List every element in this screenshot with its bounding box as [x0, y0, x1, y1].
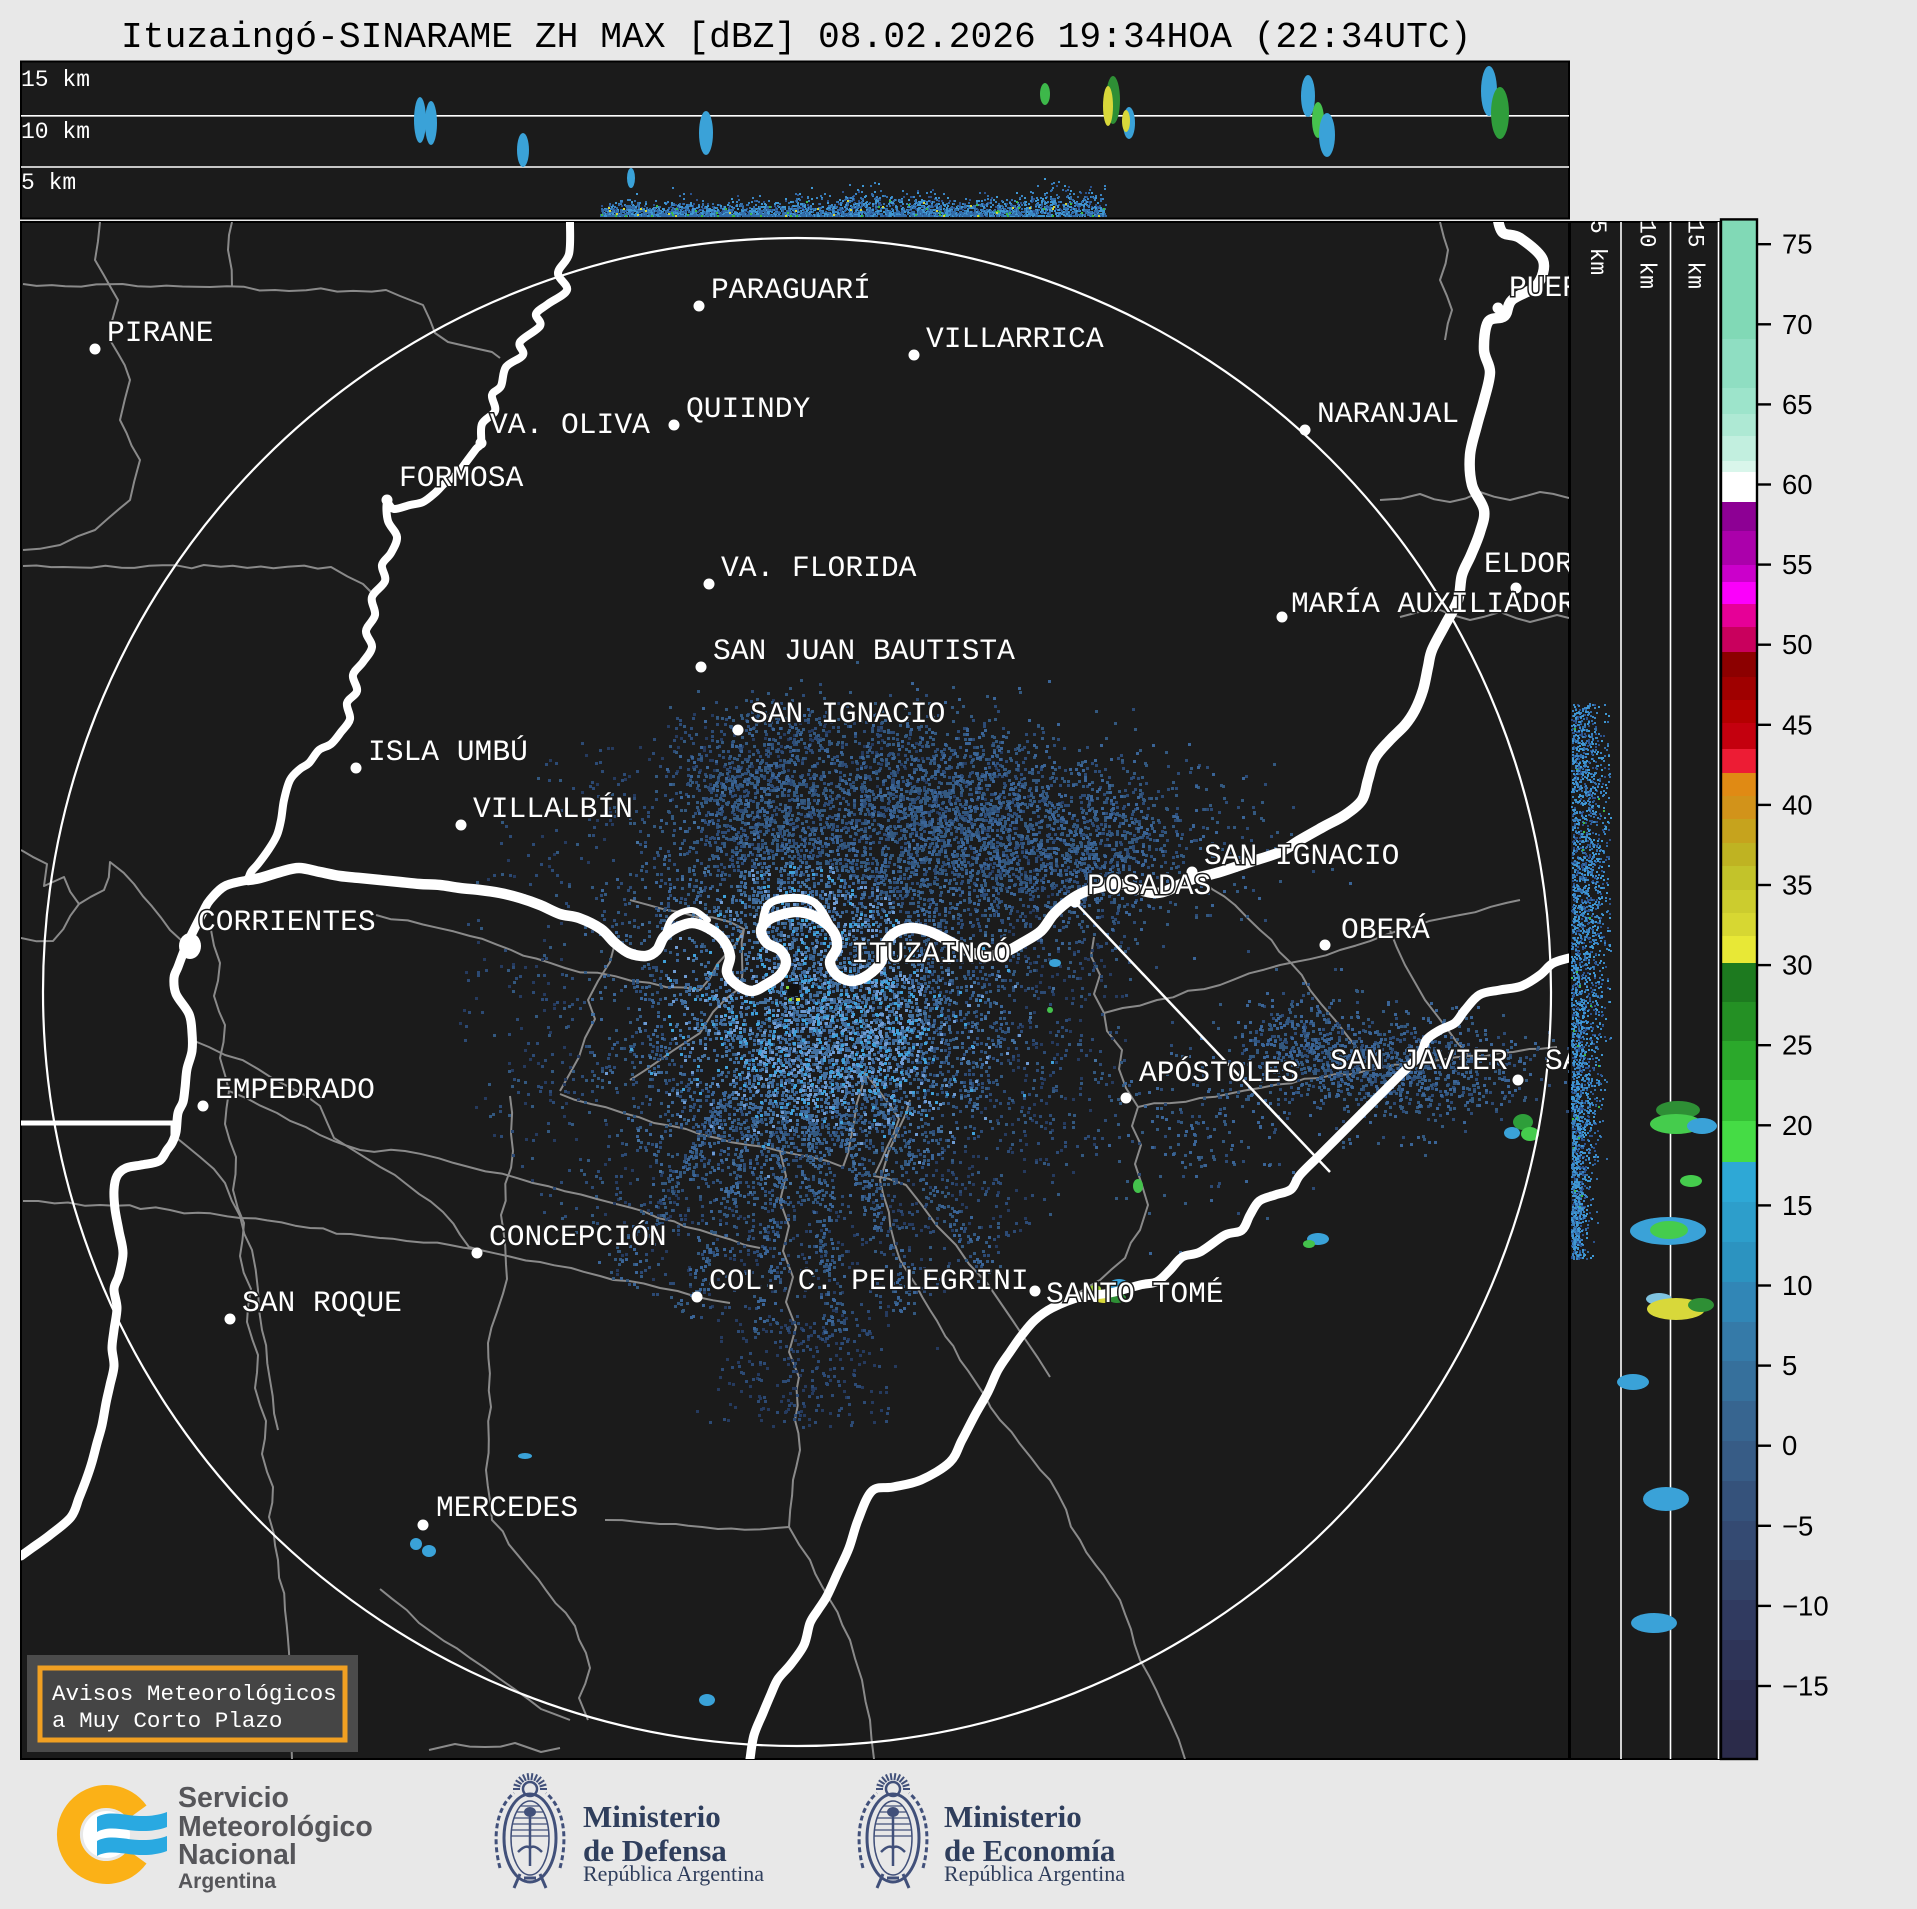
svg-text:VA. OLIVA: VA. OLIVA [490, 408, 650, 442]
svg-text:ITUZAINGÓ: ITUZAINGÓ [851, 937, 1011, 971]
svg-text:SAN IGNACIO: SAN IGNACIO [750, 697, 945, 731]
svg-text:30: 30 [1782, 950, 1813, 981]
svg-text:Avisos Meteorológicos: Avisos Meteorológicos [52, 1681, 337, 1707]
svg-text:15 km: 15 km [1682, 220, 1708, 289]
svg-text:Ministerio: Ministerio [944, 1799, 1082, 1834]
svg-text:45: 45 [1782, 709, 1813, 740]
svg-text:FORMOSA: FORMOSA [399, 461, 524, 495]
svg-text:Meteorológico: Meteorológico [178, 1811, 373, 1843]
svg-text:−15: −15 [1782, 1671, 1829, 1702]
svg-text:25: 25 [1782, 1030, 1813, 1061]
svg-text:MARÍA AUXILIADORA: MARÍA AUXILIADORA [1291, 587, 1593, 621]
svg-text:Ministerio: Ministerio [583, 1799, 721, 1834]
svg-text:40: 40 [1782, 789, 1813, 820]
svg-text:NARANJAL: NARANJAL [1317, 397, 1459, 431]
svg-text:5: 5 [1782, 1350, 1797, 1381]
svg-text:OBERÁ: OBERÁ [1341, 913, 1430, 947]
svg-text:República Argentina: República Argentina [944, 1861, 1125, 1886]
svg-text:Servicio: Servicio [178, 1782, 289, 1814]
svg-text:10: 10 [1782, 1270, 1813, 1301]
svg-text:VILLARRICA: VILLARRICA [926, 322, 1104, 356]
svg-text:75: 75 [1782, 229, 1813, 260]
svg-text:20: 20 [1782, 1110, 1813, 1141]
svg-text:Nacional: Nacional [178, 1839, 297, 1871]
svg-text:EMPEDRADO: EMPEDRADO [215, 1073, 375, 1107]
svg-text:−10: −10 [1782, 1590, 1829, 1621]
svg-text:SAN JAVIER: SAN JAVIER [1330, 1044, 1508, 1078]
svg-text:50: 50 [1782, 629, 1813, 660]
svg-text:60: 60 [1782, 469, 1813, 500]
svg-text:VILLALBÍN: VILLALBÍN [473, 792, 633, 826]
svg-text:70: 70 [1782, 309, 1813, 340]
svg-text:15 km: 15 km [21, 67, 90, 93]
svg-text:SAN JUAN BAUTISTA: SAN JUAN BAUTISTA [713, 634, 1015, 668]
svg-text:PIRANE: PIRANE [107, 316, 214, 350]
svg-text:APÓSTOLES: APÓSTOLES [1139, 1056, 1299, 1090]
svg-text:SAN: SAN [1545, 1044, 1598, 1078]
svg-text:ELDORADO: ELDORADO [1484, 547, 1626, 581]
svg-text:República Argentina: República Argentina [583, 1861, 764, 1886]
svg-text:5 km: 5 km [21, 170, 76, 196]
svg-text:SAN ROQUE: SAN ROQUE [242, 1286, 402, 1320]
svg-text:10 km: 10 km [21, 119, 90, 145]
svg-text:35: 35 [1782, 870, 1813, 901]
svg-text:POSADAS: POSADAS [1087, 869, 1211, 903]
svg-text:10 km: 10 km [1634, 220, 1660, 289]
svg-text:5 km: 5 km [1584, 220, 1610, 275]
svg-text:65: 65 [1782, 389, 1813, 420]
svg-text:ISLA UMBÚ: ISLA UMBÚ [368, 735, 528, 769]
svg-text:SAN IGNACIO: SAN IGNACIO [1204, 839, 1399, 873]
svg-text:Argentina: Argentina [178, 1870, 276, 1893]
svg-text:VA. FLORIDA: VA. FLORIDA [721, 551, 917, 585]
svg-text:PARAGUARÍ: PARAGUARÍ [711, 273, 871, 307]
svg-text:PUERTO: PUERTO [1509, 271, 1616, 305]
svg-text:a Muy Corto Plazo: a Muy Corto Plazo [52, 1708, 283, 1734]
svg-text:MERCEDES: MERCEDES [436, 1491, 578, 1525]
svg-text:de Defensa: de Defensa [583, 1833, 727, 1868]
svg-text:de Economía: de Economía [944, 1833, 1116, 1868]
svg-text:QUIINDY: QUIINDY [686, 392, 811, 426]
svg-text:SANTO TOMÉ: SANTO TOMÉ [1046, 1277, 1224, 1311]
svg-text:CORRIENTES: CORRIENTES [198, 905, 376, 939]
svg-text:Ituzaingó-SINARAME ZH MAX [dBZ: Ituzaingó-SINARAME ZH MAX [dBZ] 08.02.20… [121, 17, 1471, 58]
svg-text:COL. C. PELLEGRINI: COL. C. PELLEGRINI [709, 1264, 1029, 1298]
svg-text:0: 0 [1782, 1430, 1797, 1461]
svg-text:CONCEPCIÓN: CONCEPCIÓN [489, 1220, 667, 1254]
svg-text:−5: −5 [1782, 1510, 1813, 1541]
svg-text:15: 15 [1782, 1190, 1813, 1221]
svg-text:55: 55 [1782, 549, 1813, 580]
